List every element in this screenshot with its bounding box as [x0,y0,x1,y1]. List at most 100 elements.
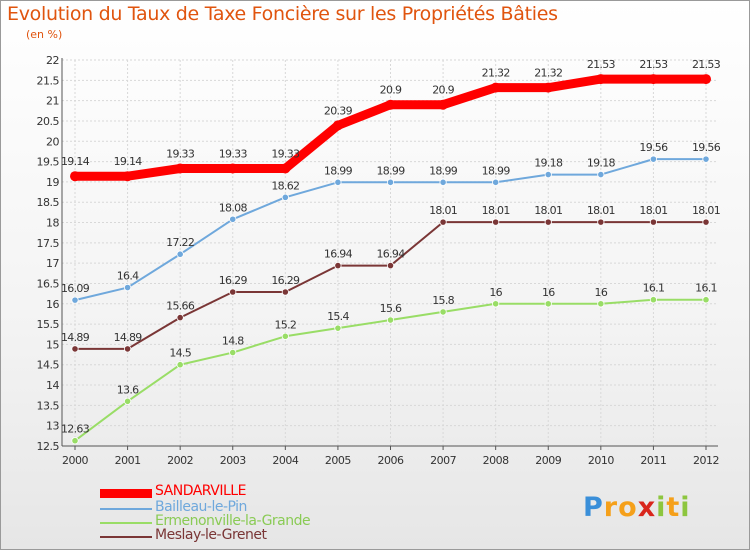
y-tick-label: 14.5 [37,359,60,372]
data-label: 18.08 [219,201,248,214]
data-label: 19.18 [587,157,616,170]
y-tick-label: 14 [46,379,59,392]
y-tick-label: 21.5 [37,74,60,87]
legend-label: SANDARVILLE [155,483,246,499]
y-tick-label: 13.5 [37,399,60,412]
data-label: 12.63 [61,423,90,436]
data-point [597,218,605,226]
data-point [597,170,605,179]
data-point [281,332,289,340]
data-point [595,74,606,85]
data-point [229,215,237,223]
data-label: 20.39 [324,104,353,117]
data-point [543,82,554,93]
x-tick-label: 2006 [378,454,404,467]
data-label: 16.94 [324,248,353,261]
x-tick-label: 2008 [483,454,509,467]
y-tick-label: 17 [46,257,59,270]
data-point [176,250,184,258]
data-label: 18.01 [534,204,562,217]
data-label: 17.22 [166,236,194,249]
data-point [334,178,342,186]
data-point [229,288,237,296]
data-point [281,288,289,296]
data-label: 19.14 [61,155,90,168]
data-point [175,163,186,174]
data-label: 18.99 [482,164,511,177]
legend-swatch [100,488,152,498]
data-label: 18.01 [429,204,457,217]
data-point [71,296,79,304]
data-point [597,300,605,308]
data-point [71,345,79,353]
data-label: 20.9 [432,84,454,97]
legend-swatch [100,536,152,538]
data-label: 19.33 [219,147,248,160]
logo-letter: x [637,492,657,523]
data-label: 19.56 [639,141,668,154]
chart-subtitle: (en %) [26,28,63,41]
legend-swatch [100,522,152,524]
data-label: 18.62 [271,179,299,192]
data-label: 13.6 [117,383,139,396]
y-tick-label: 19 [46,176,59,189]
data-point [334,261,342,270]
data-label: 18.01 [587,204,615,217]
data-label: 16.29 [219,274,248,287]
legend-label: Ermenonville-la-Grande [155,513,311,529]
y-tick-label: 18.5 [37,196,60,209]
x-tick-label: 2004 [272,454,298,467]
data-label: 15.4 [327,310,349,323]
data-label: 16 [595,286,608,299]
data-label: 20.9 [380,84,402,97]
data-label: 16 [542,286,555,299]
data-point [176,314,184,322]
y-tick-label: 21 [46,95,59,108]
data-point [439,308,447,316]
data-label: 19.33 [271,147,300,160]
data-point [649,155,658,163]
data-point [123,345,132,353]
data-label: 19.56 [692,141,721,154]
x-tick-label: 2005 [325,454,351,467]
data-label: 16.94 [377,248,406,261]
data-point [386,178,395,186]
data-label: 16 [489,286,502,299]
data-point [123,283,132,292]
x-tick-label: 2009 [535,454,561,467]
data-point [439,178,447,186]
data-point [438,99,449,110]
data-label: 15.8 [432,294,454,307]
legend-label: Bailleau-le-Pin [155,499,247,515]
data-label: 21.53 [639,58,668,71]
data-label: 19.33 [166,147,195,160]
logo-letter: t [666,492,681,523]
data-label: 14.5 [169,347,191,360]
x-tick-label: 2003 [220,454,246,467]
data-point [649,296,658,304]
y-tick-label: 16.5 [37,277,60,290]
data-point [544,300,552,308]
data-point [490,82,501,93]
data-label: 14.8 [222,335,244,348]
data-point [649,218,658,226]
y-tick-label: 17.5 [37,237,60,250]
data-label: 15.66 [166,300,195,313]
y-tick-label: 15 [46,338,59,351]
x-tick-label: 2010 [588,454,614,467]
data-point [492,300,500,308]
data-label: 19.14 [114,155,143,168]
y-tick-label: 20 [46,135,59,148]
data-point [544,218,552,226]
data-label: 14.89 [61,331,90,344]
y-tick-label: 18 [46,217,59,230]
data-label: 15.2 [274,318,296,331]
data-point [386,316,395,324]
data-point [385,99,396,110]
data-point [544,170,552,179]
logo-letter: i [680,492,691,523]
y-tick-label: 12.5 [37,440,60,453]
data-label: 18.01 [692,204,720,217]
data-label: 21.53 [692,58,721,71]
